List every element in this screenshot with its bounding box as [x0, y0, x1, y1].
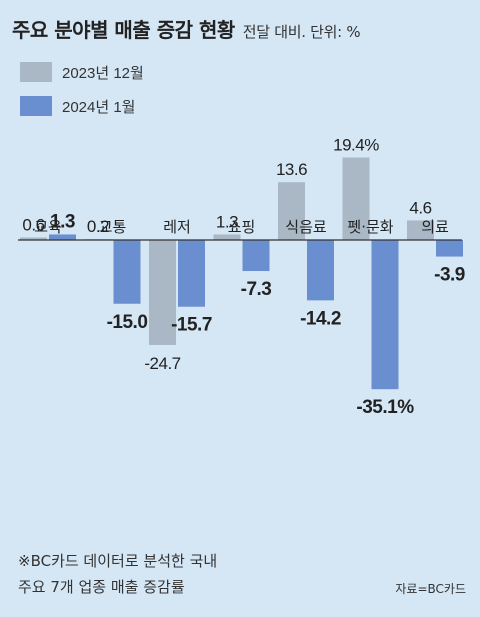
legend-swatch-dec [20, 62, 52, 82]
source-credit: 자료=BC카드 [395, 582, 466, 596]
data-label-dec-2: -24.7 [144, 354, 180, 373]
data-label-jan-1: -15.0 [107, 312, 148, 333]
bar-jan-6 [436, 240, 463, 257]
chart-subtitle: 전달 대비. 단위: % [242, 23, 361, 41]
data-label-dec-4: 13.6 [276, 160, 307, 179]
category-label-4: 식음료 [285, 218, 327, 236]
bar-jan-2 [178, 240, 205, 307]
bar-dec-0 [20, 237, 47, 240]
data-label-jan-4: -14.2 [300, 308, 341, 329]
footnote-line-1: ※BC카드 데이터로 분석한 국내 [18, 552, 218, 570]
legend-item-dec: 2023년 12월 [20, 58, 144, 86]
data-label-dec-0: 0.6 [22, 215, 44, 234]
legend-label-jan: 2024년 1월 [62, 98, 136, 116]
legend-swatch-jan [20, 96, 52, 116]
bar-jan-4 [307, 240, 334, 301]
bar-jan-0 [49, 234, 76, 240]
bar-jan-5 [371, 240, 399, 390]
bar-dec-3 [213, 234, 241, 240]
category-label-2: 레저 [163, 218, 191, 236]
data-label-jan-6: -3.9 [434, 265, 465, 286]
category-label-3: 쇼핑 [228, 218, 256, 236]
legend-item-jan: 2024년 1월 [20, 92, 144, 120]
bar-jan-1 [113, 240, 141, 304]
data-label-dec-1: 0.2 [87, 217, 109, 236]
bar-dec-4 [278, 182, 305, 240]
data-label-dec-6: 4.6 [409, 198, 431, 217]
bar-jan-3 [242, 240, 270, 272]
bar-dec-2 [149, 240, 176, 345]
chart-title: 주요 분야별 매출 증감 현황 [12, 18, 235, 42]
category-label-0: 교육 [34, 218, 62, 236]
legend: 2023년 12월 2024년 1월 [20, 58, 144, 126]
category-label-1: 교통 [99, 218, 127, 236]
data-label-jan-2: -15.7 [171, 315, 212, 336]
legend-label-dec: 2023년 12월 [62, 64, 144, 82]
category-label-5: 펫·문화 [347, 218, 393, 236]
footnote-line-2: 주요 7개 업종 매출 증감률 [18, 578, 185, 596]
bar-dec-6 [407, 220, 434, 240]
footnote: ※BC카드 데이터로 분석한 국내 주요 7개 업종 매출 증감률 [18, 548, 217, 600]
title-row: 주요 분야별 매출 증감 현황 전달 대비. 단위: % [12, 14, 472, 43]
data-label-jan-5: -35.1% [356, 397, 414, 418]
data-label-jan-0: 1.3 [50, 211, 75, 232]
category-label-6: 의료 [421, 218, 449, 236]
data-label-dec-3: 1.3 [216, 212, 238, 231]
data-label-jan-3: -7.3 [241, 279, 272, 300]
bar-dec-5 [342, 157, 370, 240]
data-label-dec-5: 19.4% [333, 136, 379, 155]
